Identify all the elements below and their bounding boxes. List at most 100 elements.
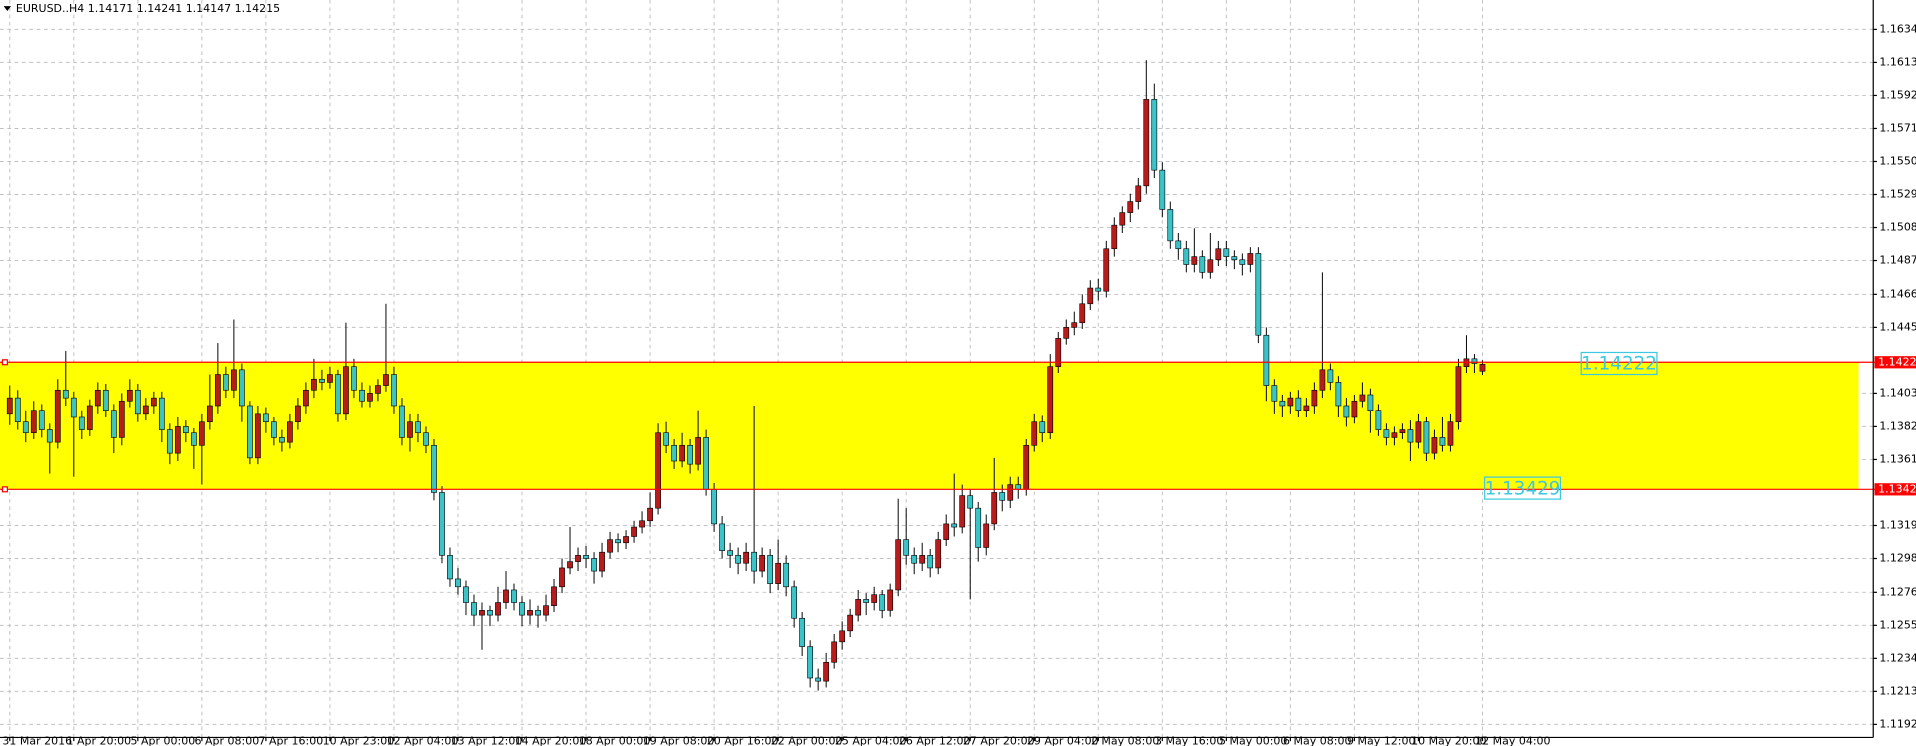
candle-body (727, 550, 733, 556)
candle-body (1135, 185, 1142, 202)
candle-body (1431, 437, 1438, 454)
candle-body (311, 378, 317, 391)
candle-body (1383, 429, 1390, 438)
candle-body (551, 586, 557, 606)
candle-body (575, 555, 581, 562)
x-tick-label: 5 Apr 00:00 (131, 735, 196, 746)
candle-body (599, 551, 605, 572)
candle-body (359, 389, 365, 402)
candle-body (1055, 338, 1062, 367)
y-tick-label: 1.12555 (1879, 618, 1916, 631)
candle-body (671, 444, 677, 462)
y-tick-label: 1.14450 (1879, 320, 1916, 333)
y-tick-label: 1.12345 (1879, 651, 1916, 664)
y-tick-label: 1.16135 (1879, 55, 1916, 68)
candle-body (775, 562, 782, 584)
candles (6, 60, 1486, 691)
candle-body (215, 374, 221, 407)
candle-body (1255, 253, 1262, 336)
level-handle (1, 359, 8, 366)
candle-body (879, 594, 886, 611)
x-tick-label: 2 May 08:00 (1091, 735, 1159, 746)
candle-body (255, 413, 261, 459)
level-handle (1, 486, 8, 493)
candle-body (735, 555, 741, 564)
candle-body (839, 630, 846, 643)
candle-body (1407, 429, 1414, 443)
candle-body (198, 421, 205, 446)
candle-body (631, 526, 637, 537)
candle-body (1087, 287, 1094, 305)
candle-body (54, 389, 61, 443)
candle-body (1023, 444, 1030, 490)
candle-body (1423, 421, 1430, 454)
candle-body (94, 389, 101, 407)
x-tick-label: 1 Apr 20:00 (66, 735, 131, 746)
x-tick-label: 5 May 00:00 (1219, 735, 1287, 746)
candle-body (86, 405, 93, 430)
candle-body (439, 492, 445, 556)
candle-body (1359, 394, 1366, 402)
candle-body (655, 432, 661, 509)
candle-body (327, 374, 333, 383)
candle-body (447, 555, 453, 580)
annotation-label: 1.13429 (1485, 478, 1561, 499)
candle-body (695, 437, 701, 465)
candle-body (1103, 248, 1110, 292)
candle-body (1223, 248, 1230, 257)
candle-body (615, 539, 621, 544)
candle-body (1031, 421, 1038, 446)
candle-body (623, 536, 629, 544)
y-tick-label: 1.16345 (1879, 22, 1916, 35)
candle-body (206, 405, 213, 423)
candle-body (1007, 484, 1014, 501)
candle-body (383, 374, 389, 386)
candle-body (1303, 405, 1310, 412)
candle-body (102, 389, 109, 412)
candle-body (719, 523, 725, 551)
candle-body (142, 405, 149, 415)
candle-body (895, 539, 902, 591)
candle-body (495, 602, 501, 616)
candle-body (423, 432, 429, 446)
candle-body (1119, 212, 1126, 226)
candle-body (799, 617, 806, 647)
candle-body (1287, 397, 1294, 407)
candle-body (855, 599, 862, 616)
x-tick-label: 20 Apr 16:00 (707, 735, 779, 746)
candle-body (1439, 437, 1446, 446)
candle-body (767, 555, 773, 584)
x-tick-label: 26 Apr 12:00 (899, 735, 971, 746)
annotation-box (1484, 476, 1562, 500)
x-tick-label: 25 Apr 04:00 (835, 735, 907, 746)
candle-body (703, 437, 709, 490)
candle-body (1199, 256, 1206, 273)
candle-body (807, 646, 814, 679)
candle-body (951, 523, 958, 528)
y-tick-label: 1.12980 (1879, 552, 1916, 565)
y-tick-label: 1.12135 (1879, 684, 1916, 697)
candle-body (271, 421, 277, 438)
candle-body (1447, 421, 1454, 446)
candle-body (6, 397, 13, 415)
level-price-label: 1.14228 (1878, 355, 1916, 368)
candle-body (935, 539, 942, 569)
candle-body (463, 586, 469, 603)
candle-body (1367, 394, 1374, 412)
candle-body (247, 405, 253, 459)
candle-body (759, 555, 765, 572)
candle-body (1247, 253, 1254, 265)
candle-body (1167, 209, 1174, 242)
symbol-menu-arrow[interactable] (3, 6, 11, 12)
candle-body (1311, 389, 1318, 407)
zone (0, 362, 1859, 490)
y-tick-label: 1.14660 (1879, 287, 1916, 300)
candle-body (687, 444, 693, 465)
candle-body (1327, 369, 1334, 383)
candle-body (62, 389, 69, 399)
x-tick-label: 6 Apr 08:00 (195, 735, 260, 746)
candle-body (190, 432, 197, 446)
candle-body (407, 421, 413, 438)
